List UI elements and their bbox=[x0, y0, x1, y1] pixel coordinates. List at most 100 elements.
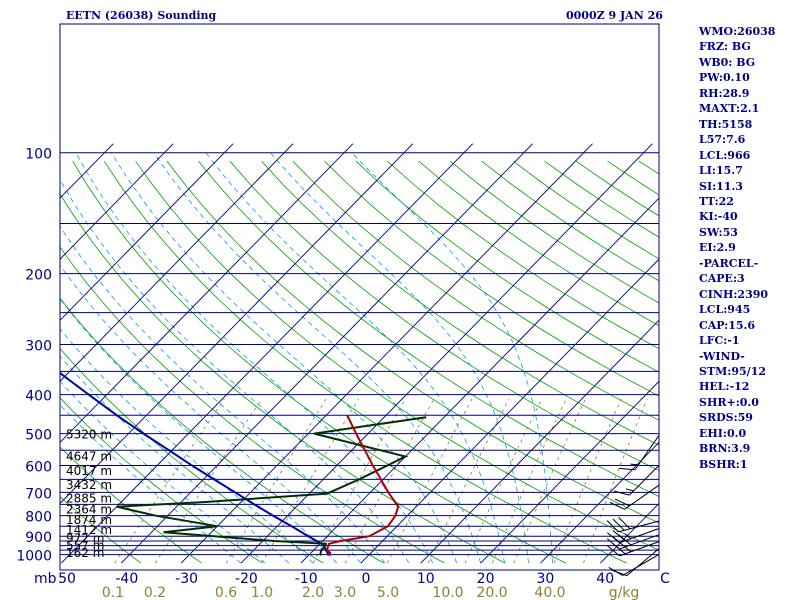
temperature-tick-label: -30 bbox=[175, 571, 198, 587]
mixing-ratio-label: 5.0 bbox=[377, 585, 399, 600]
wind-barb-half-feather bbox=[625, 488, 634, 492]
pressure-tick-label: 400 bbox=[25, 389, 52, 405]
index-item: STM:95/12 bbox=[699, 364, 766, 378]
index-item: TH:5158 bbox=[699, 117, 753, 131]
mixing-ratio-line bbox=[261, 398, 359, 564]
wind-barb-feather bbox=[618, 467, 635, 471]
height-label: 4017 m bbox=[66, 464, 112, 478]
wind-barb-staff bbox=[619, 541, 660, 557]
wind-barb-feather bbox=[611, 569, 627, 577]
wind-barbs bbox=[606, 435, 660, 577]
wind-barb-half-feather bbox=[630, 463, 639, 466]
moist-adiabat bbox=[60, 298, 338, 564]
height-label: 2364 m bbox=[66, 502, 112, 516]
temperature-tick-label: 0 bbox=[362, 571, 371, 587]
height-label: 1874 m bbox=[66, 513, 112, 527]
wind-barb-staff bbox=[619, 534, 660, 550]
temperature-tick-label: 40 bbox=[596, 571, 614, 587]
pressure-tick-label: 800 bbox=[25, 510, 52, 526]
wind-barb-feather bbox=[609, 502, 625, 510]
moist-adiabat bbox=[60, 264, 362, 564]
pressure-tick-label: 500 bbox=[25, 428, 52, 444]
indices-panel: WMO:26038 FRZ: BG WB0: BG PW:0.10 RH:28.9 MAX… bbox=[699, 24, 799, 472]
isotherm bbox=[360, 258, 659, 564]
dry-adiabat bbox=[72, 160, 567, 564]
mixing-ratio-line bbox=[513, 398, 586, 564]
pressure-tick-label: 200 bbox=[25, 268, 52, 284]
temperature-tick-label: -40 bbox=[115, 571, 138, 587]
mixing-ratio-line bbox=[553, 398, 622, 564]
height-label: 2885 m bbox=[66, 492, 112, 506]
dry-adiabat bbox=[229, 160, 659, 471]
index-item: KI:-40 bbox=[699, 210, 738, 224]
wind-barb-staff bbox=[628, 465, 660, 496]
moist-adiabat bbox=[205, 152, 505, 564]
dry-adiabat bbox=[60, 297, 385, 564]
index-item: MAXT:2.1 bbox=[699, 102, 760, 116]
dry-adiabat bbox=[60, 347, 324, 564]
wind-barb-staff bbox=[618, 520, 660, 533]
wind-barb-feather bbox=[614, 498, 630, 507]
index-item: RH:28.9 bbox=[699, 86, 750, 100]
wind-barb-half-feather bbox=[624, 546, 632, 553]
mixing-ratio-line bbox=[427, 398, 510, 564]
mixing-ratio-label: g/kg bbox=[609, 585, 640, 600]
isotherm bbox=[480, 380, 659, 564]
isotherm bbox=[120, 143, 533, 564]
index-item: CAP:15.6 bbox=[699, 318, 756, 332]
isotherm bbox=[60, 143, 174, 260]
dewpoint-trace bbox=[116, 416, 427, 556]
pressure-tick-label: 700 bbox=[25, 486, 52, 502]
index-item: LCL:966 bbox=[699, 148, 751, 162]
height-label: 5320 m bbox=[66, 428, 112, 442]
index-item: LCL:945 bbox=[699, 303, 751, 317]
temperature-tick-label: C bbox=[660, 571, 670, 587]
dry-adiabat bbox=[60, 193, 506, 564]
mixing-ratio-label: 2.0 bbox=[302, 585, 324, 600]
index-item: PW:0.10 bbox=[699, 71, 750, 85]
index-item: SI:11.3 bbox=[699, 179, 743, 193]
mixing-ratio-label: 3.0 bbox=[334, 585, 356, 600]
dry-adiabat bbox=[60, 397, 263, 564]
index-item: LI:15.7 bbox=[699, 164, 743, 178]
height-label: 972 m bbox=[66, 531, 104, 545]
index-item: L57:7.6 bbox=[699, 133, 746, 147]
pressure-tick-label: 600 bbox=[25, 459, 52, 475]
pressure-tick-label: 300 bbox=[25, 339, 52, 355]
moist-adiabat bbox=[60, 355, 290, 564]
moist-adiabat bbox=[60, 380, 266, 564]
temperature-tick-label: 10 bbox=[417, 571, 435, 587]
dry-adiabat bbox=[166, 160, 659, 524]
index-item: WMO:26038 bbox=[699, 25, 776, 38]
mixing-ratio-line bbox=[114, 398, 225, 564]
isotherm bbox=[540, 441, 659, 564]
index-item: SHR+:0.0 bbox=[699, 395, 759, 409]
index-item: LFC:-1 bbox=[699, 334, 740, 348]
wind-barb-feather bbox=[618, 517, 631, 530]
pressure-tick-label: 100 bbox=[25, 147, 52, 163]
wind-barb-staff bbox=[622, 553, 660, 576]
dry-adiabat bbox=[261, 160, 659, 446]
mixing-ratio-line bbox=[344, 398, 435, 564]
height-label: 162 m bbox=[66, 546, 104, 560]
dry-adiabat bbox=[60, 496, 142, 564]
dry-adiabat bbox=[324, 160, 659, 397]
moist-adiabat bbox=[75, 152, 434, 564]
dry-adiabat bbox=[418, 160, 659, 327]
wind-barb-feather bbox=[612, 530, 626, 542]
index-item: WB0: BG bbox=[699, 55, 756, 69]
temperature-tick-label: 20 bbox=[477, 571, 495, 587]
temperature-tick-label: -20 bbox=[235, 571, 258, 587]
mixing-ratio-line bbox=[225, 398, 327, 564]
moist-adiabat bbox=[270, 152, 529, 564]
mixing-ratio-label: 0.2 bbox=[144, 585, 166, 600]
index-item: BRN:3.9 bbox=[699, 442, 751, 456]
chart-timestamp: 0000Z 9 JAN 26 bbox=[566, 9, 663, 22]
chart-profiles bbox=[60, 371, 427, 556]
wind-barb-staff bbox=[624, 484, 660, 510]
wind-barb-feather bbox=[606, 532, 620, 544]
pressure-tick-label: 1000 bbox=[16, 549, 52, 565]
